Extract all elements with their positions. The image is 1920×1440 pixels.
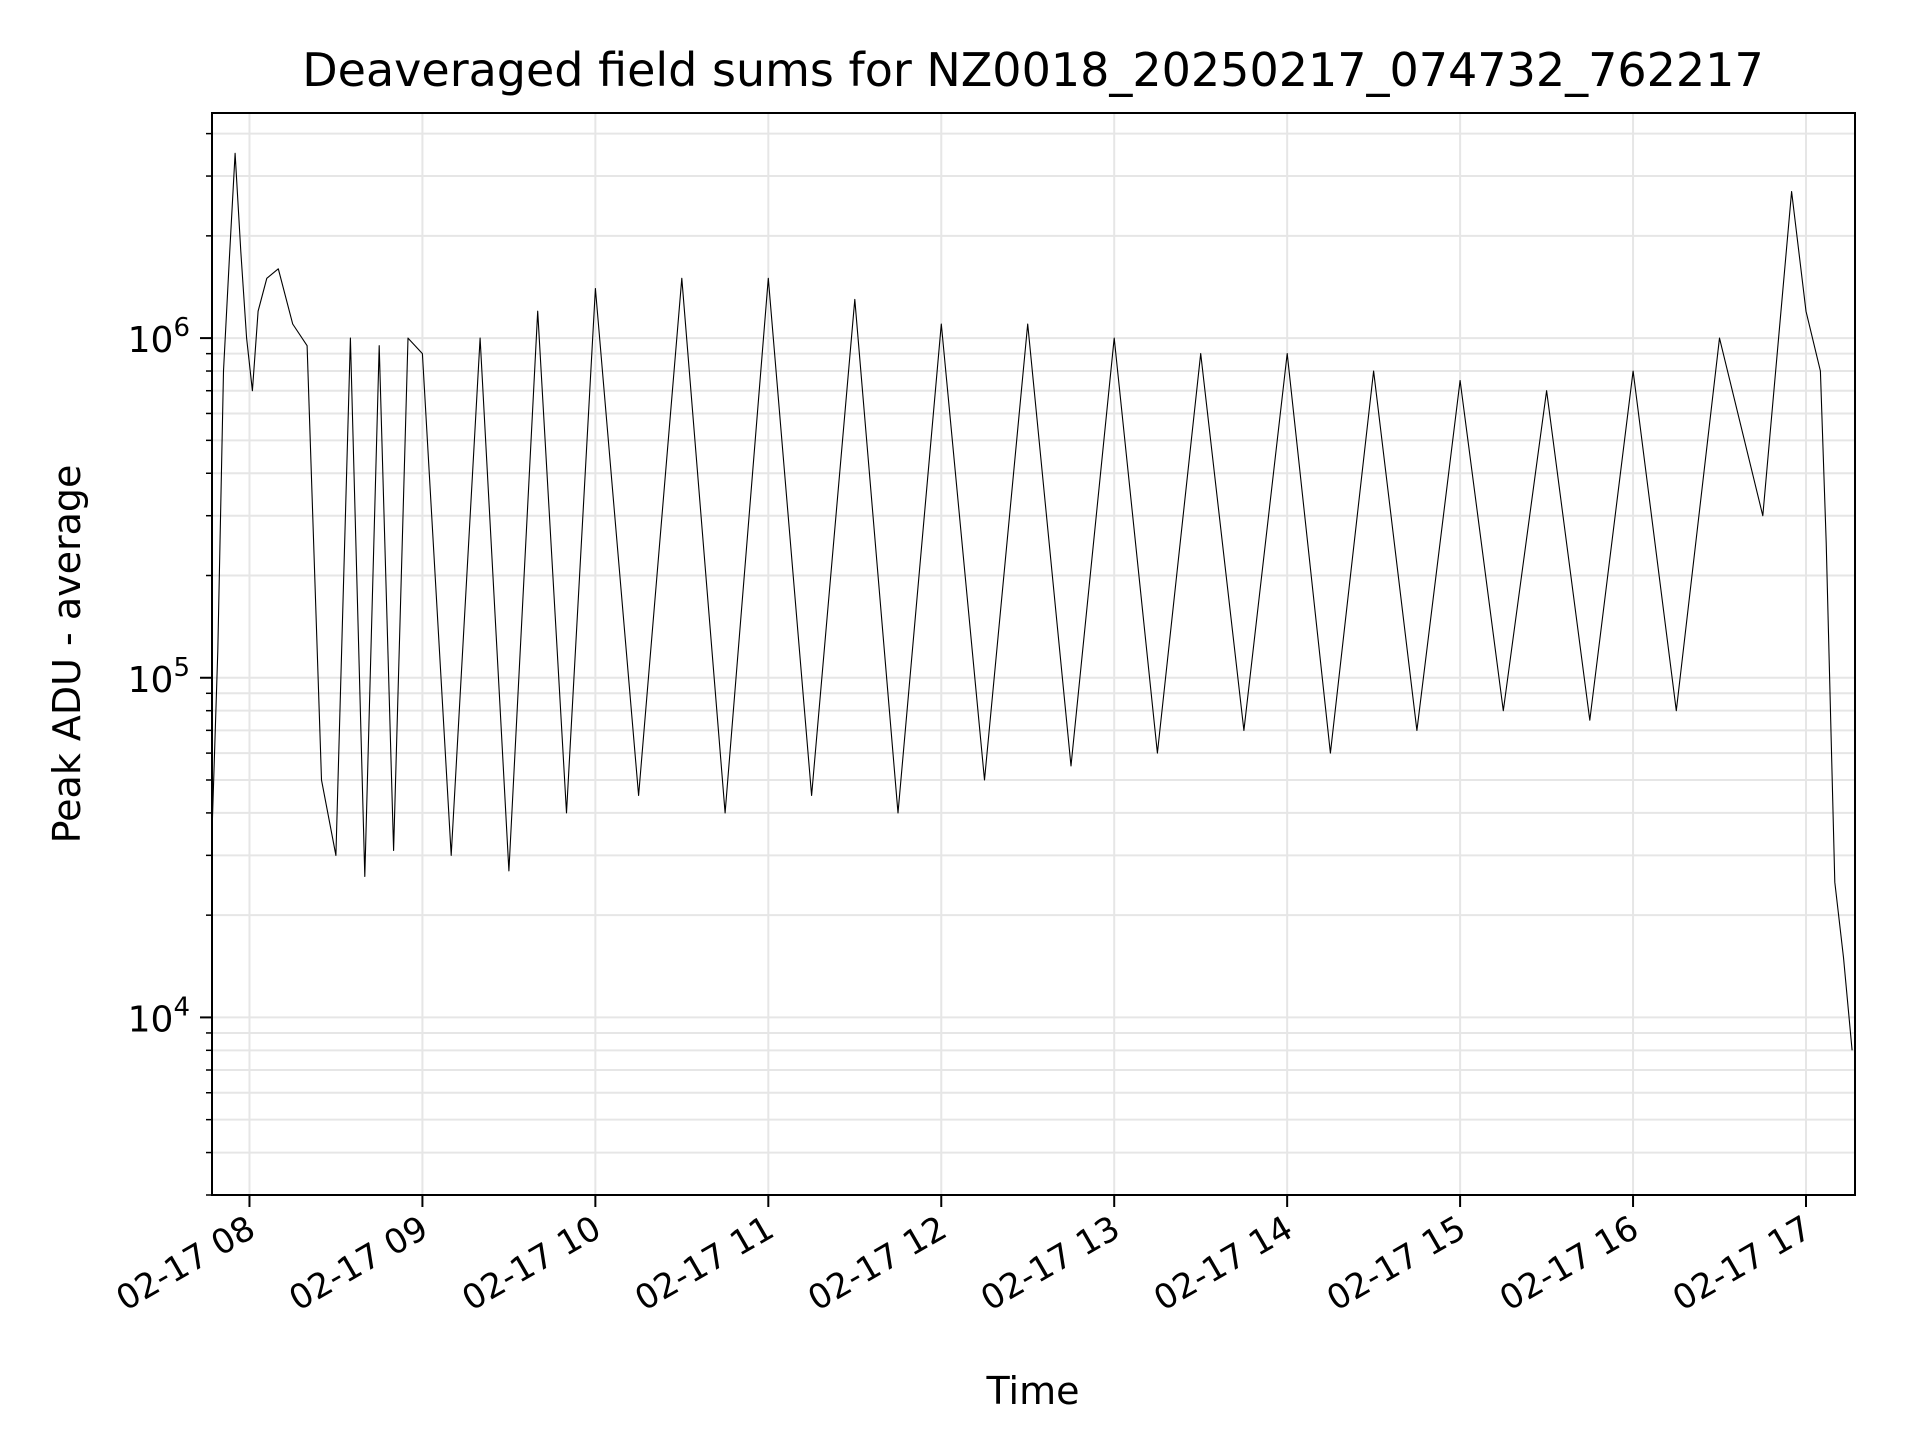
y-axis-label: Peak ADU - average bbox=[45, 465, 89, 844]
series-line bbox=[212, 152, 1853, 1051]
y-axis: 104 105 106 bbox=[128, 132, 212, 1196]
y-tick-label: 105 bbox=[128, 653, 190, 701]
plot-frame bbox=[211, 112, 1856, 1196]
y-tick-label: 106 bbox=[128, 313, 190, 361]
plot-area bbox=[212, 152, 1853, 1051]
chart-title: Deaveraged field sums for NZ0018_2025021… bbox=[302, 43, 1763, 97]
y-tick-label: 104 bbox=[128, 992, 190, 1040]
x-axis-label: Time bbox=[986, 1369, 1080, 1413]
